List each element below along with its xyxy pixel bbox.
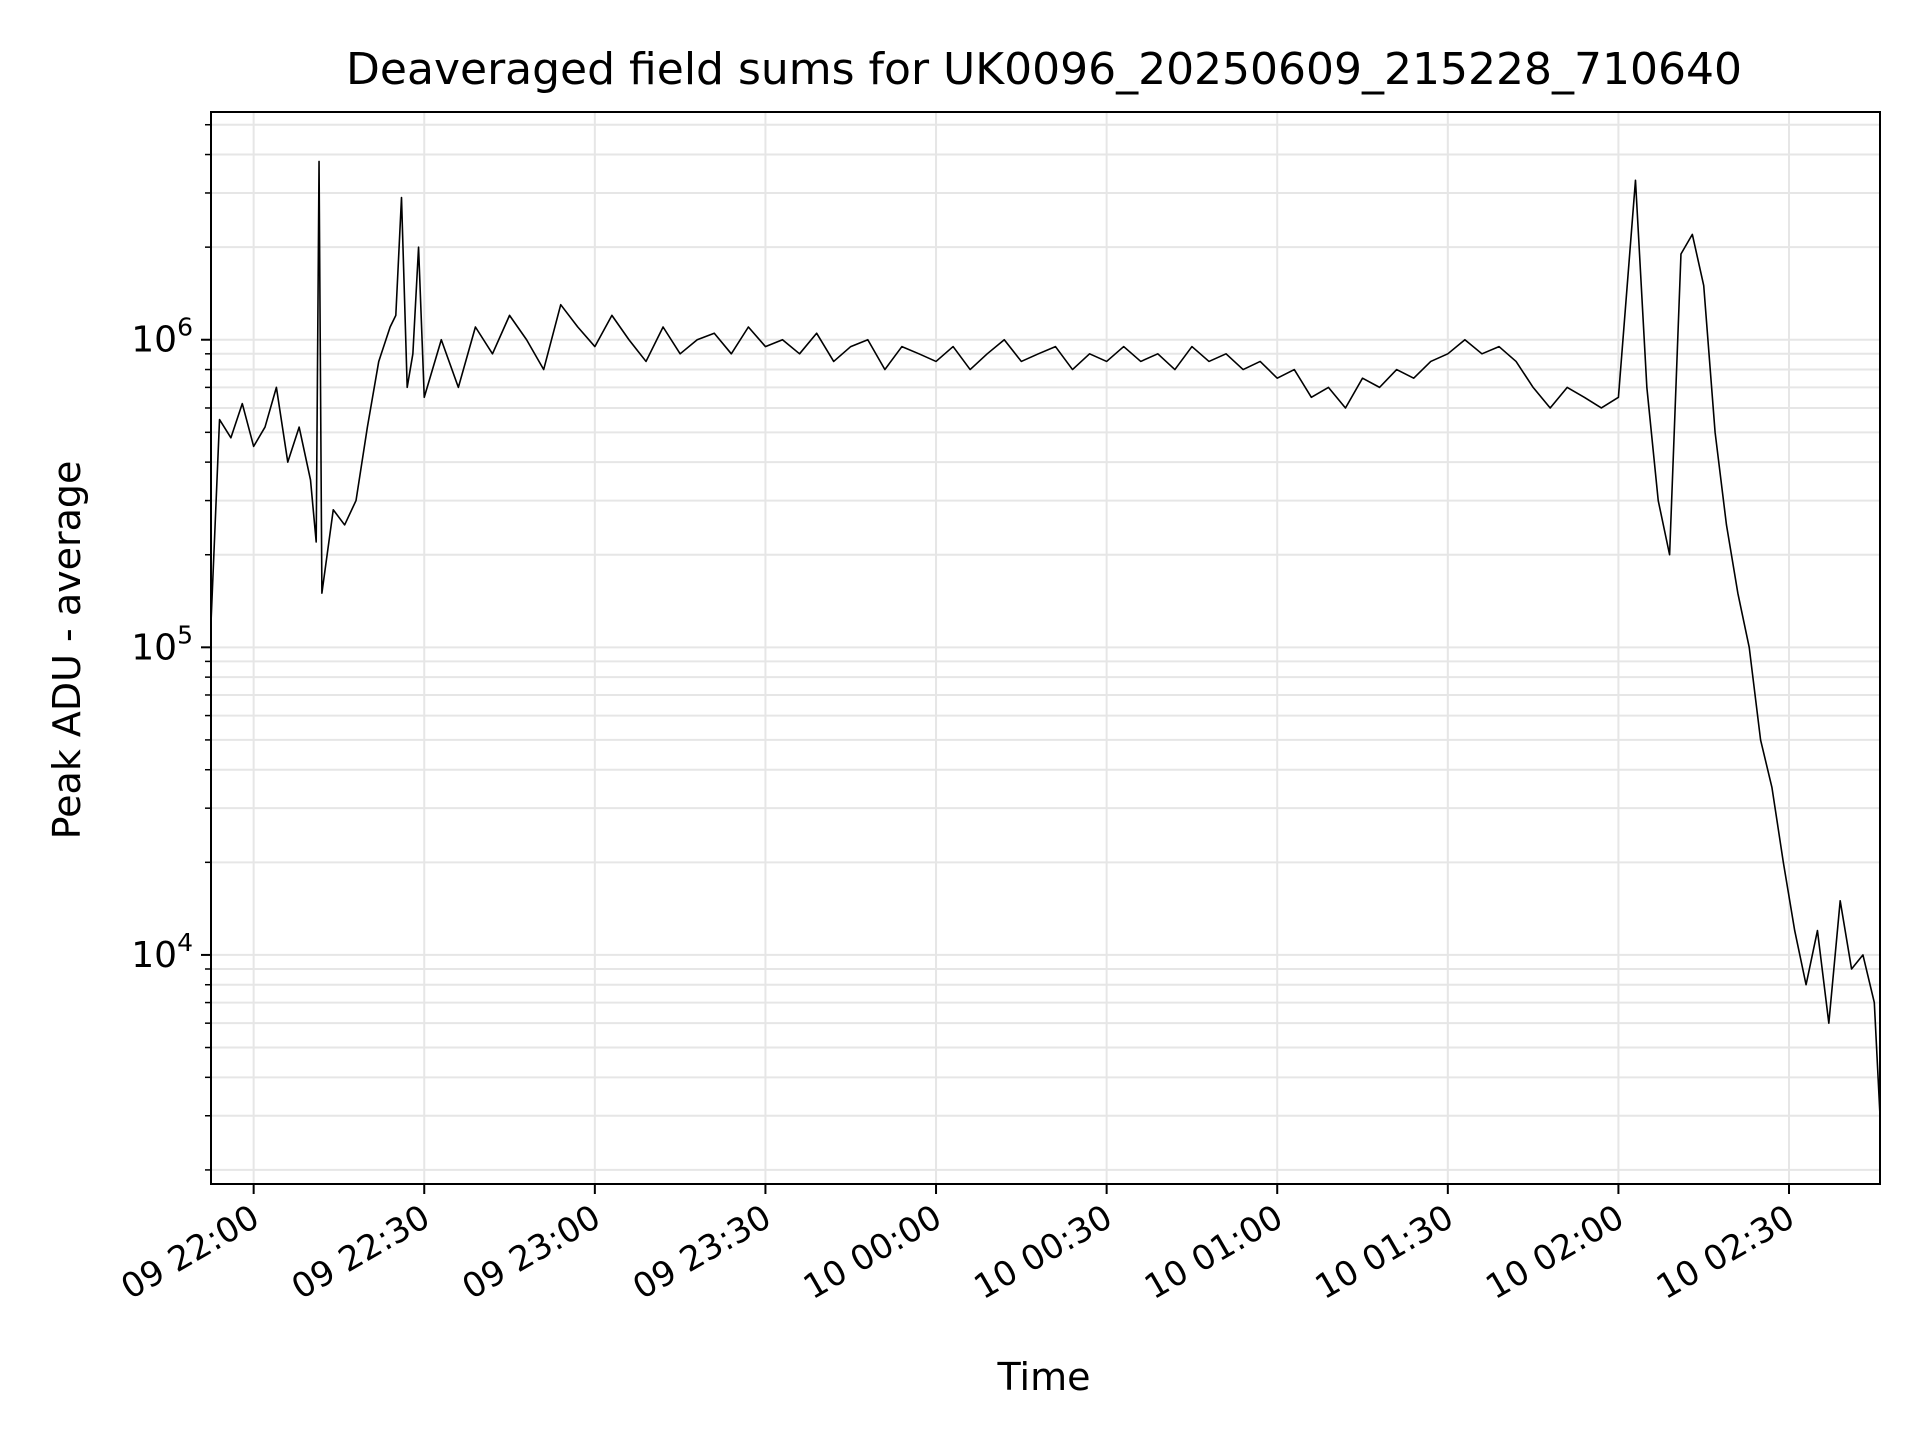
y-tick-label: 105 — [131, 620, 193, 668]
y-axis-label: Peak ADU - average — [45, 461, 89, 840]
y-tick-label: 104 — [131, 928, 193, 976]
y-tick-label: 106 — [131, 313, 193, 361]
x-axis-label: Time — [997, 1355, 1091, 1399]
chart-title: Deaveraged field sums for UK0096_2025060… — [346, 44, 1742, 95]
series-line-0 — [210, 160, 1881, 1116]
grid-lines — [211, 112, 1880, 1184]
plot-series — [210, 160, 1881, 1116]
